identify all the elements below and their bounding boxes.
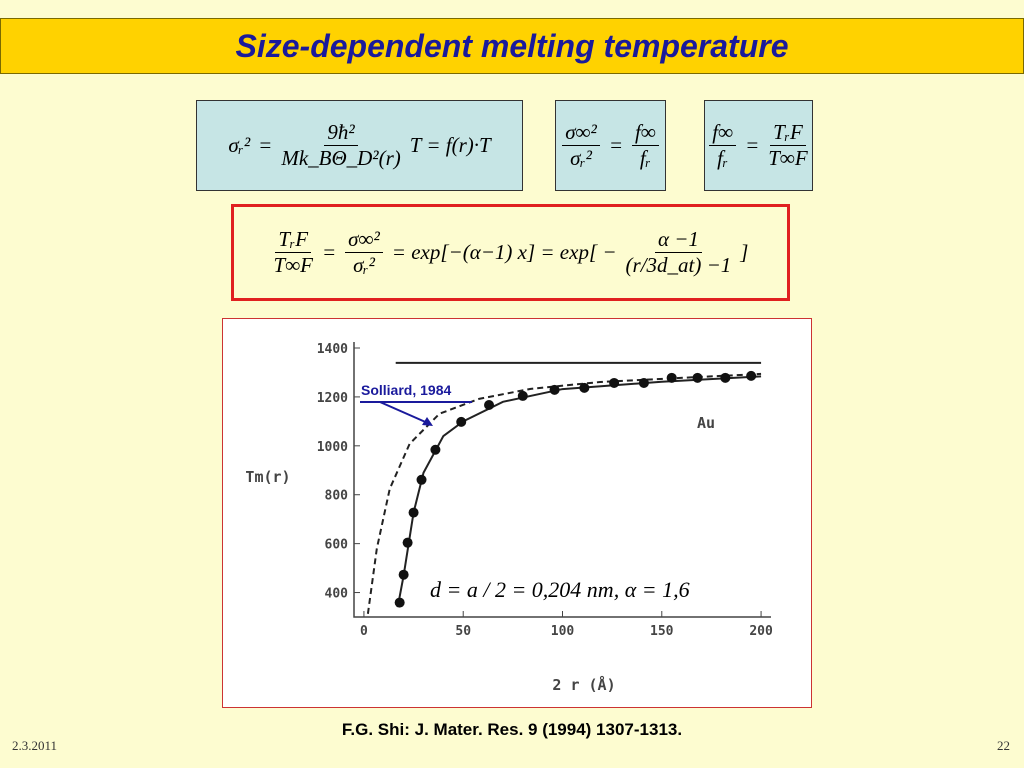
denominator: Mk_BΘ_D²(r): [281, 146, 401, 170]
data-point: [746, 370, 757, 381]
formula-term: ]: [740, 240, 749, 264]
annotation-label: Solliard, 1984: [361, 382, 451, 398]
annotation-arrow: [379, 401, 431, 425]
fraction: TᵣF T∞F: [768, 120, 807, 171]
numerator: 9ħ²: [324, 120, 358, 146]
dashed-curve: [366, 372, 762, 614]
data-point: [416, 474, 427, 485]
formula-term: = exp[−(α−1) x] = exp[ −: [391, 240, 617, 264]
y-tick-label: 600: [325, 538, 349, 553]
denominator: σᵣ²: [353, 253, 375, 277]
x-tick-label: 50: [455, 624, 471, 639]
y-tick-label: 1000: [317, 440, 348, 455]
formula-term: =: [745, 133, 760, 157]
x-tick-label: 200: [749, 624, 773, 639]
y-axis-label: Tm(r): [245, 468, 290, 486]
data-point: [394, 597, 405, 608]
formula-term: T = f(r)·T: [409, 133, 491, 157]
formula-term: =: [608, 133, 623, 157]
formula-term: =: [258, 133, 273, 157]
formula-box: f∞ fᵣ = TᵣF T∞F: [704, 100, 813, 191]
y-tick-label: 800: [325, 489, 349, 504]
formula-term: σᵣ²: [228, 133, 251, 157]
fraction: f∞ fᵣ: [709, 120, 737, 171]
axis-frame: [353, 342, 771, 618]
formula-box: σ∞² σᵣ² = f∞ fᵣ: [555, 100, 666, 191]
formula-box: TᵣF T∞F = σ∞² σᵣ² = exp[−(α−1) x] = exp[ − α −…: [231, 204, 790, 301]
annotation: d = a / 2 = 0,204 nm, α = 1,6: [430, 577, 690, 602]
data-point: [408, 507, 419, 518]
y-tick-label: 1400: [317, 342, 348, 357]
footer-date: 2.3.2011: [12, 738, 58, 753]
x-tick-label: 150: [650, 624, 674, 639]
annotation: Au: [697, 414, 715, 432]
data-point: [666, 372, 677, 383]
citation: F.G. Shi: J. Mater. Res. 9 (1994) 1307-1…: [341, 720, 683, 739]
numerator: f∞: [631, 120, 659, 146]
y-tick-label: 1200: [317, 391, 348, 406]
denominator: (r/3d_at) −1: [625, 253, 732, 277]
fraction: σ∞² σᵣ²: [562, 120, 600, 171]
numerator: f∞: [709, 120, 737, 146]
fraction: TᵣF T∞F: [274, 227, 313, 278]
data-point: [720, 372, 731, 383]
y-tick-label: 400: [325, 587, 349, 602]
numerator: TᵣF: [770, 120, 806, 146]
curve: [396, 375, 762, 608]
data-point: [638, 377, 649, 388]
formula-box: σᵣ² = 9ħ² Mk_BΘ_D²(r) T = f(r)·T: [196, 100, 523, 191]
data-point: [398, 569, 409, 580]
x-axis-label: 2 r (Å): [552, 675, 615, 694]
numerator: α −1: [654, 227, 702, 253]
fraction: α −1 (r/3d_at) −1: [626, 227, 732, 278]
formula-term: =: [322, 240, 337, 264]
denominator: fᵣ: [717, 146, 729, 170]
chart-frame: [222, 318, 812, 708]
fraction: σ∞² σᵣ²: [345, 227, 383, 278]
denominator: T∞F: [273, 253, 313, 277]
data-point: [549, 384, 560, 395]
denominator: fᵣ: [639, 146, 651, 170]
fraction: 9ħ² Mk_BΘ_D²(r): [281, 120, 400, 171]
x-tick-label: 100: [551, 624, 575, 639]
denominator: T∞F: [768, 146, 808, 170]
data-point: [579, 382, 590, 393]
data-point: [402, 537, 413, 548]
title-bar: Size-dependent melting temperature: [0, 18, 1024, 74]
data-point: [484, 399, 495, 410]
data-point: [430, 444, 441, 455]
numerator: σ∞²: [562, 120, 600, 146]
data-point: [517, 390, 528, 401]
footer-page: 22: [997, 738, 1010, 753]
data-point: [692, 372, 703, 383]
numerator: σ∞²: [345, 227, 383, 253]
slide-title: Size-dependent melting temperature: [235, 28, 789, 64]
arrow-head: [422, 417, 433, 426]
data-point: [456, 416, 467, 427]
numerator: TᵣF: [275, 227, 312, 253]
fraction: f∞ fᵣ: [631, 120, 659, 171]
x-tick-label: 0: [360, 624, 368, 639]
data-point: [609, 377, 620, 388]
denominator: σᵣ²: [570, 146, 592, 170]
